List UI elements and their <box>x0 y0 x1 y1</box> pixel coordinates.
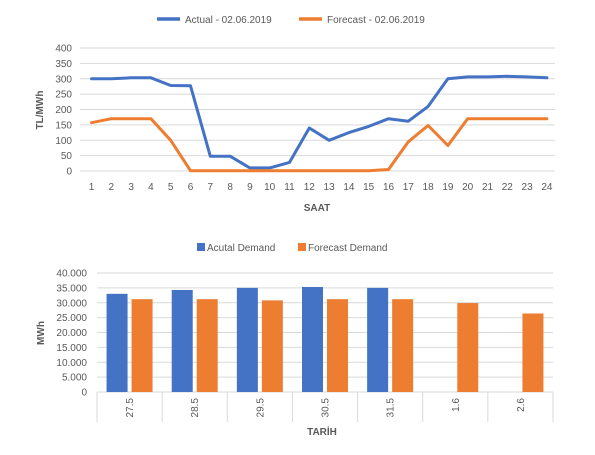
bar-forecast-demand <box>196 299 218 392</box>
bar-forecast-demand <box>392 299 414 392</box>
bar-chart-bars <box>106 286 544 392</box>
x-tick-label: 18 <box>423 182 435 193</box>
y-tick-label: 200 <box>55 105 72 116</box>
series-line-forecast <box>90 117 549 173</box>
x-tick-label: 12 <box>304 182 316 193</box>
x-tick-label: 27.5 <box>125 398 136 418</box>
bar-actual-demand <box>236 287 258 392</box>
line-chart: Actual - 02.06.2019 Forecast - 02.06.201… <box>35 15 555 214</box>
y-tick-label: 30.000 <box>56 298 87 309</box>
bar-forecast-demand <box>131 299 153 392</box>
bar-chart-y-ticks: 0 5.000 10.000 15.000 20.000 25.000 30.000 35.0… <box>56 269 87 399</box>
x-tick-label: 28.5 <box>190 398 201 418</box>
x-tick-label: 10 <box>264 182 276 193</box>
bar-chart-legend: Acutal Demand Forecast Demand <box>197 243 387 254</box>
line-chart-series <box>90 74 549 173</box>
x-tick-label: 7 <box>208 182 214 193</box>
bar-actual-demand <box>367 287 389 392</box>
bar-actual-demand <box>302 286 323 392</box>
bar-chart: Acutal Demand Forecast Demand 0 5.000 10.0… <box>36 243 554 438</box>
x-tick-label: 19 <box>442 182 454 193</box>
x-tick-label: 9 <box>247 182 253 193</box>
y-tick-label: 0 <box>81 388 87 399</box>
series-line-actual <box>90 74 549 170</box>
x-tick-label: 17 <box>403 182 415 193</box>
y-tick-label: 20.000 <box>56 328 87 339</box>
x-tick-label: 30.5 <box>321 398 332 418</box>
x-tick-label: 14 <box>343 182 355 193</box>
bar-chart-x-axis-title: TARİH <box>307 425 337 438</box>
x-tick-label: 1.6 <box>451 398 462 412</box>
bar-forecast-demand <box>457 303 479 392</box>
line-chart-y-axis-title: TL/MWh <box>35 91 46 130</box>
y-tick-label: 15.000 <box>56 343 87 354</box>
line-chart-x-axis-title: SAAT <box>304 203 330 214</box>
y-tick-label: 350 <box>55 59 72 70</box>
x-tick-label: 5 <box>168 182 174 193</box>
legend-swatch-forecast-demand <box>298 243 306 251</box>
legend-label-forecast-demand: Forecast Demand <box>308 243 387 254</box>
line-chart-gridlines <box>80 47 555 172</box>
x-tick-label: 13 <box>324 182 336 193</box>
line-chart-x-ticks: 1 2 3 4 5 6 7 8 9 10 11 12 13 14 15 16 17 18 19 20 21 22 23 24 <box>89 182 553 193</box>
legend-label-forecast: Forecast - 02.06.2019 <box>327 15 425 26</box>
x-tick-label: 4 <box>148 182 154 193</box>
x-tick-label: 2 <box>109 182 115 193</box>
x-tick-label: 31.5 <box>386 398 397 418</box>
x-tick-label: 24 <box>541 182 553 193</box>
y-tick-label: 250 <box>55 90 72 101</box>
y-tick-label: 40.000 <box>56 269 87 280</box>
y-tick-label: 400 <box>55 44 72 55</box>
bar-forecast-demand <box>261 300 283 392</box>
x-tick-label: 6 <box>188 182 194 193</box>
y-tick-label: 10.000 <box>56 358 87 369</box>
legend-label-actual-demand: Acutal Demand <box>207 243 275 254</box>
x-tick-label: 2.6 <box>516 398 527 412</box>
bar-forecast-demand <box>327 299 348 392</box>
x-tick-label: 20 <box>462 182 474 193</box>
y-tick-label: 0 <box>66 167 72 178</box>
x-tick-label: 3 <box>128 182 134 193</box>
legend-label-actual: Actual - 02.06.2019 <box>185 15 272 26</box>
x-tick-label: 15 <box>363 182 375 193</box>
x-tick-label: 29.5 <box>255 398 266 418</box>
y-tick-label: 5.000 <box>62 373 87 384</box>
bar-actual-demand <box>171 289 193 392</box>
x-tick-label: 1 <box>89 182 95 193</box>
x-tick-label: 21 <box>482 182 494 193</box>
x-tick-label: 23 <box>522 182 534 193</box>
y-tick-label: 35.000 <box>56 283 87 294</box>
x-tick-label: 22 <box>502 182 514 193</box>
x-tick-label: 8 <box>227 182 233 193</box>
y-tick-label: 25.000 <box>56 313 87 324</box>
line-chart-legend: Actual - 02.06.2019 Forecast - 02.06.201… <box>157 15 425 26</box>
bar-actual-demand <box>106 293 128 392</box>
bar-forecast-demand <box>522 313 544 392</box>
bar-chart-y-axis-title: MWh <box>36 321 47 345</box>
y-tick-label: 150 <box>55 120 72 131</box>
line-chart-y-ticks: 0 50 100 150 200 250 300 350 400 <box>55 44 72 178</box>
x-tick-label: 11 <box>284 182 295 193</box>
y-tick-label: 300 <box>55 74 72 85</box>
legend-swatch-actual-demand <box>197 243 205 251</box>
x-tick-label: 16 <box>383 182 395 193</box>
y-tick-label: 100 <box>55 136 72 147</box>
y-tick-label: 50 <box>61 151 73 162</box>
bar-chart-x-ticks: 27.5 28.5 29.5 30.5 31.5 1.6 2.6 <box>125 398 527 418</box>
